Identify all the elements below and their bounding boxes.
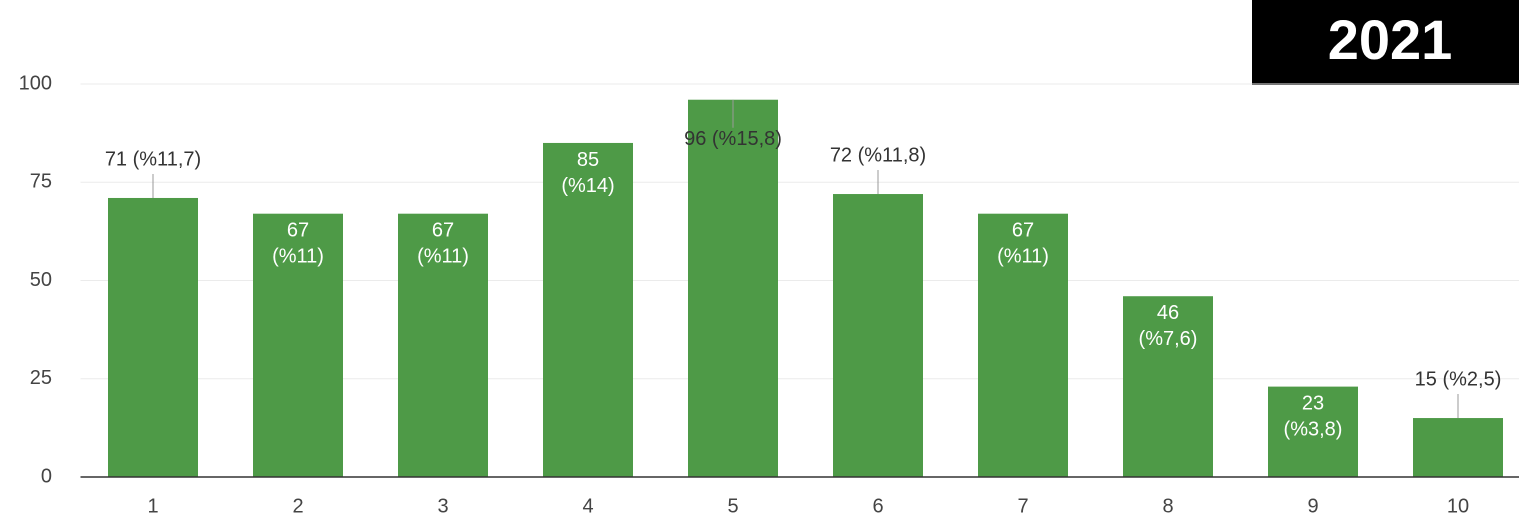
x-tick-label: 2 [292, 495, 303, 517]
value-label: 96 (%15,8) [684, 128, 782, 150]
x-tick-label: 7 [1017, 495, 1028, 517]
y-tick-label: 100 [19, 72, 52, 94]
x-tick-label: 8 [1162, 495, 1173, 517]
x-tick-label: 9 [1307, 495, 1318, 517]
x-tick-label: 1 [147, 495, 158, 517]
bar [1413, 418, 1503, 477]
bar [833, 194, 923, 478]
bar [1123, 296, 1213, 477]
bar [543, 142, 633, 477]
x-tick-label: 4 [582, 495, 593, 517]
bar [253, 213, 343, 477]
value-label: 72 (%11,8) [830, 144, 926, 166]
x-tick-label: 10 [1447, 495, 1469, 517]
bar [108, 197, 198, 477]
bar [978, 213, 1068, 477]
value-label: 67 (%11) [272, 220, 324, 268]
x-tick-label: 3 [437, 495, 448, 517]
bar [688, 99, 778, 477]
y-tick-label: 75 [30, 171, 52, 193]
y-tick-label: 25 [30, 367, 52, 389]
bar [398, 213, 488, 477]
y-tick-label: 0 [41, 465, 52, 487]
bar [1268, 386, 1358, 477]
value-label: 23 (%3,8) [1284, 393, 1343, 441]
value-label: 67 (%11) [997, 220, 1049, 268]
value-label: 85 (%14) [561, 149, 614, 197]
x-tick-label: 6 [872, 495, 883, 517]
badge: 2021 [1328, 8, 1453, 71]
value-label: 67 (%11) [417, 220, 469, 268]
badge-box [1252, 0, 1519, 85]
value-label: 15 (%2,5) [1415, 368, 1502, 390]
y-tick-label: 50 [30, 269, 52, 291]
x-tick-label: 5 [727, 495, 738, 517]
value-label: 71 (%11,7) [105, 148, 201, 170]
value-label: 46 (%7,6) [1139, 303, 1198, 351]
